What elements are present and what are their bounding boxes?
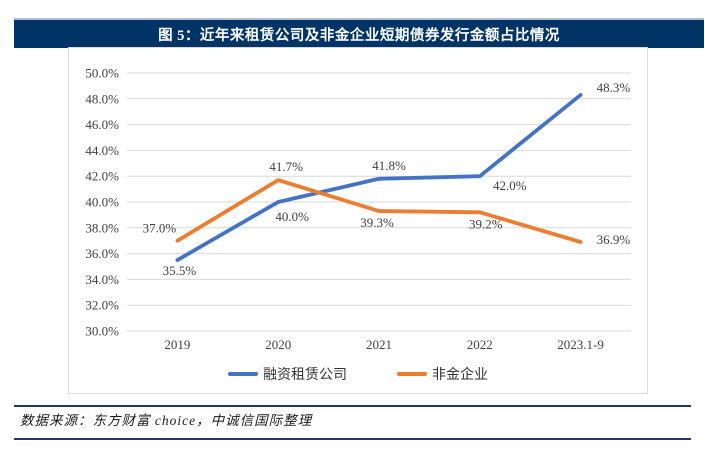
data-label: 36.9%: [597, 232, 631, 247]
data-label: 40.0%: [275, 209, 309, 224]
figure-title-bar: 图 5：近年来租赁公司及非金企业短期债券发行金额占比情况: [14, 18, 704, 48]
data-label: 41.8%: [372, 158, 406, 173]
footer-rule-top: [14, 405, 691, 407]
data-source-note: 数据来源：东方财富 choice，中诚信国际整理: [20, 413, 313, 428]
y-axis-tick-label: 46.0%: [85, 117, 119, 132]
y-axis-tick-label: 38.0%: [85, 220, 119, 235]
data-label: 39.3%: [360, 215, 394, 230]
x-axis-tick-label: 2021: [366, 337, 392, 352]
data-label: 37.0%: [143, 221, 177, 236]
y-axis-tick-label: 50.0%: [85, 66, 119, 81]
x-axis-tick-label: 2019: [164, 337, 190, 352]
y-axis-tick-label: 40.0%: [85, 195, 119, 210]
y-axis-tick-label: 30.0%: [85, 324, 119, 339]
data-label: 35.5%: [163, 263, 197, 278]
legend-label: 非金企业: [432, 368, 488, 383]
y-axis-tick-label: 32.0%: [85, 298, 119, 313]
chart-area: 30.0% 32.0% 34.0% 36.0% 38.0% 40.0% 42.0% 44.0%…: [68, 47, 648, 394]
legend-line-orange-icon: [397, 372, 427, 376]
data-label: 48.3%: [597, 80, 631, 95]
legend-item-non-financial: 非金企业: [397, 364, 488, 384]
legend-label: 融资租赁公司: [263, 368, 347, 383]
x-axis-tick-label: 2022: [467, 337, 493, 352]
legend-item-financing-leasing: 融资租赁公司: [228, 364, 347, 384]
y-axis-tick-label: 42.0%: [85, 169, 119, 184]
line-chart: 30.0% 32.0% 34.0% 36.0% 38.0% 40.0% 42.0% 44.0%…: [85, 66, 631, 352]
figure-title: 图 5：近年来租赁公司及非金企业短期债券发行金额占比情况: [158, 27, 560, 44]
footer-rule-bottom: [14, 438, 691, 440]
x-axis-tick-label: 2023.1-9: [557, 337, 604, 352]
series-line-1: [175, 178, 583, 244]
data-label: 42.0%: [493, 178, 527, 193]
y-axis-tick-label: 44.0%: [85, 143, 119, 158]
legend-line-blue-icon: [228, 372, 258, 376]
data-label: 39.2%: [469, 216, 503, 231]
y-axis-tick-label: 48.0%: [85, 91, 119, 106]
data-label: 41.7%: [269, 159, 303, 174]
x-axis-tick-label: 2020: [265, 337, 291, 352]
chart-legend: 融资租赁公司 非金企业: [69, 364, 647, 384]
y-axis-tick-label: 34.0%: [85, 272, 119, 287]
series-line-0: [175, 93, 583, 262]
y-axis-tick-label: 36.0%: [85, 246, 119, 261]
